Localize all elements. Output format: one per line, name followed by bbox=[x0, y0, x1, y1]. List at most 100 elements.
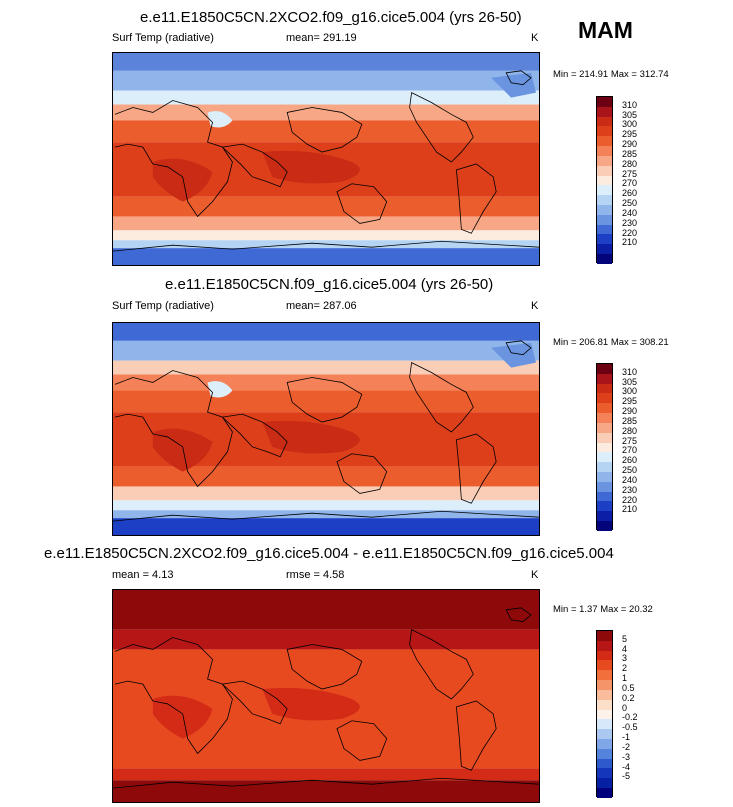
colorbar-level-label: 0.2 bbox=[622, 692, 635, 703]
panel-2-mean-label: mean= 287.06 bbox=[286, 300, 357, 312]
colorbar-level-label: 285 bbox=[622, 148, 638, 159]
panel-2-colorbar bbox=[596, 363, 613, 531]
colorbar-swatch bbox=[597, 373, 612, 384]
colorbar-level-label: 300 bbox=[622, 386, 638, 397]
colorbar-level-label: 250 bbox=[622, 465, 638, 476]
panel-3-minmax: Min = 1.37 Max = 20.32 bbox=[553, 604, 653, 615]
panel-2-map bbox=[112, 322, 540, 536]
colorbar-level-label: -2 bbox=[622, 741, 631, 752]
panel-3-unit: K bbox=[531, 569, 539, 581]
colorbar-level-label: 270 bbox=[622, 178, 638, 189]
colorbar-level-label: 5 bbox=[622, 633, 628, 644]
colorbar-level-label: 1 bbox=[622, 673, 628, 684]
colorbar-swatch bbox=[597, 462, 612, 472]
panel-1-unit: K bbox=[531, 32, 539, 44]
panel-2-variable-label: Surf Temp (radiative) bbox=[112, 300, 214, 312]
panel-1-colorbar bbox=[596, 96, 613, 264]
colorbar-level-label: 285 bbox=[622, 415, 638, 426]
colorbar-swatch bbox=[597, 175, 612, 186]
colorbar-level-label: 305 bbox=[622, 109, 638, 120]
colorbar-swatch bbox=[597, 422, 612, 433]
colorbar-level-label: 230 bbox=[622, 484, 638, 495]
colorbar-swatch bbox=[597, 699, 612, 710]
colorbar-swatch bbox=[597, 758, 612, 769]
colorbar-swatch bbox=[597, 729, 612, 739]
colorbar-swatch bbox=[597, 491, 612, 502]
colorbar-swatch bbox=[597, 146, 612, 156]
colorbar-swatch bbox=[597, 481, 612, 492]
colorbar-swatch bbox=[597, 768, 612, 779]
colorbar-level-label: 310 bbox=[622, 366, 638, 377]
colorbar-swatch bbox=[597, 640, 612, 651]
colorbar-swatch bbox=[597, 136, 612, 147]
colorbar-swatch bbox=[597, 511, 612, 521]
colorbar-swatch bbox=[597, 680, 612, 690]
colorbar-swatch bbox=[597, 97, 612, 107]
colorbar-swatch bbox=[597, 383, 612, 394]
panel-2-field bbox=[113, 323, 539, 535]
colorbar-level-label: 310 bbox=[622, 99, 638, 110]
colorbar-level-label: 290 bbox=[622, 139, 638, 150]
colorbar-level-label: 0 bbox=[622, 702, 628, 713]
panel-3-colorbar bbox=[596, 630, 613, 798]
colorbar-swatch bbox=[597, 106, 612, 117]
panel-3-field bbox=[113, 590, 539, 802]
colorbar-level-label: 280 bbox=[622, 158, 638, 169]
colorbar-swatch bbox=[597, 254, 612, 264]
colorbar-level-label: 260 bbox=[622, 188, 638, 199]
colorbar-swatch bbox=[597, 709, 612, 720]
colorbar-level-label: -4 bbox=[622, 761, 631, 772]
colorbar-swatch bbox=[597, 244, 612, 254]
colorbar-level-label: 210 bbox=[622, 237, 638, 248]
colorbar-swatch bbox=[597, 364, 612, 374]
colorbar-level-label: 305 bbox=[622, 376, 638, 387]
panel-2-title: e.e11.E1850C5CN.f09_g16.cice5.004 (yrs 2… bbox=[165, 276, 494, 293]
colorbar-swatch bbox=[597, 126, 612, 137]
colorbar-level-label: -1 bbox=[622, 732, 631, 743]
colorbar-swatch bbox=[597, 501, 612, 512]
colorbar-swatch bbox=[597, 521, 612, 531]
colorbar-swatch bbox=[597, 719, 612, 730]
colorbar-level-label: 240 bbox=[622, 207, 638, 218]
colorbar-level-label: -0.2 bbox=[622, 712, 638, 723]
colorbar-swatch bbox=[597, 393, 612, 404]
colorbar-swatch bbox=[597, 738, 612, 749]
colorbar-swatch bbox=[597, 748, 612, 759]
panel-3-rmse-label: rmse = 4.58 bbox=[286, 569, 345, 581]
colorbar-swatch bbox=[597, 778, 612, 788]
colorbar-swatch bbox=[597, 204, 612, 215]
panel-1-map bbox=[112, 52, 540, 266]
panel-2-unit: K bbox=[531, 300, 539, 312]
colorbar-level-label: 295 bbox=[622, 129, 638, 140]
colorbar-level-label: -3 bbox=[622, 751, 631, 762]
colorbar-level-label: 275 bbox=[622, 435, 638, 446]
colorbar-swatch bbox=[597, 195, 612, 205]
colorbar-swatch bbox=[597, 116, 612, 127]
colorbar-level-label: 280 bbox=[622, 425, 638, 436]
colorbar-swatch bbox=[597, 670, 612, 681]
colorbar-swatch bbox=[597, 214, 612, 225]
colorbar-swatch bbox=[597, 471, 612, 482]
colorbar-level-label: 260 bbox=[622, 455, 638, 466]
colorbar-swatch bbox=[597, 165, 612, 176]
colorbar-swatch bbox=[597, 631, 612, 641]
colorbar-swatch bbox=[597, 452, 612, 463]
panel-1-variable-label: Surf Temp (radiative) bbox=[112, 32, 214, 44]
panel-1-minmax: Min = 214.91 Max = 312.74 bbox=[553, 69, 669, 80]
colorbar-level-label: 275 bbox=[622, 168, 638, 179]
colorbar-level-label: 210 bbox=[622, 504, 638, 515]
colorbar-swatch bbox=[597, 234, 612, 245]
colorbar-level-label: 4 bbox=[622, 643, 628, 654]
panel-1-field bbox=[113, 53, 539, 265]
colorbar-swatch bbox=[597, 689, 612, 700]
colorbar-swatch bbox=[597, 155, 612, 166]
colorbar-level-label: 0.5 bbox=[622, 682, 635, 693]
panel-3-map bbox=[112, 589, 540, 803]
panel-2-minmax: Min = 206.81 Max = 308.21 bbox=[553, 337, 669, 348]
colorbar-swatch bbox=[597, 660, 612, 671]
panel-1-mean-label: mean= 291.19 bbox=[286, 32, 357, 44]
colorbar-level-label: 220 bbox=[622, 494, 638, 505]
colorbar-swatch bbox=[597, 224, 612, 235]
colorbar-level-label: 250 bbox=[622, 198, 638, 209]
panel-1-title: e.e11.E1850C5CN.2XCO2.f09_g16.cice5.004 … bbox=[140, 9, 522, 26]
